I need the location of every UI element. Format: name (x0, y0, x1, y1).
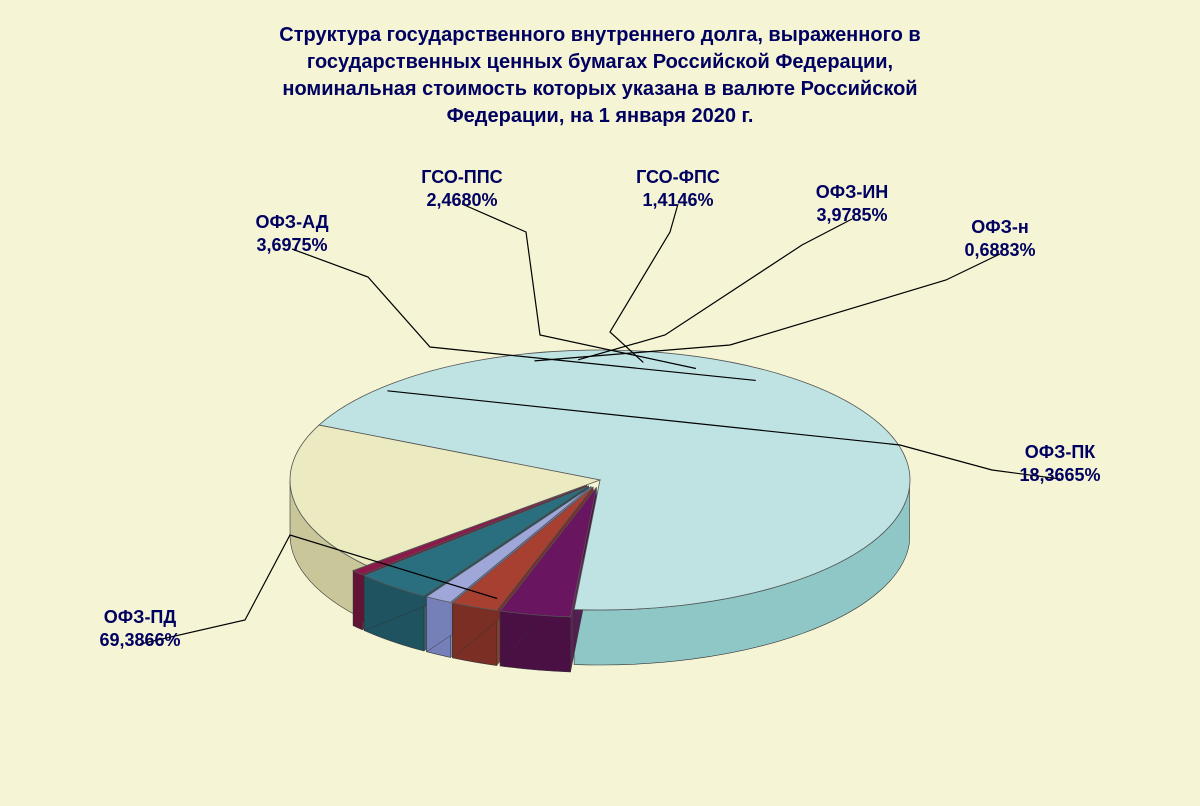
slice-value: 0,6883% (930, 239, 1070, 262)
slice-label: ОФЗ-АД3,6975% (222, 211, 362, 256)
slice-label: ОФЗ-н0,6883% (930, 216, 1070, 261)
slice-label: ОФЗ-ИН3,9785% (782, 181, 922, 226)
slice-value: 69,3866% (70, 629, 210, 652)
slice-label: ОФЗ-ПД69,3866% (70, 606, 210, 651)
slice-name: ОФЗ-ПК (990, 441, 1130, 464)
slice-name: ОФЗ-н (930, 216, 1070, 239)
slice-label: ГСО-ФПС1,4146% (608, 166, 748, 211)
slice-name: ГСО-ППС (392, 166, 532, 189)
pie-chart-3d: Структура государственного внутреннего д… (0, 0, 1200, 806)
slice-name: ОФЗ-ИН (782, 181, 922, 204)
slice-name: ОФЗ-ПД (70, 606, 210, 629)
slice-value: 1,4146% (608, 189, 748, 212)
slice-label: ОФЗ-ПК18,3665% (990, 441, 1130, 486)
slice-value: 3,9785% (782, 204, 922, 227)
slice-value: 18,3665% (990, 464, 1130, 487)
slice-label: ГСО-ППС2,4680% (392, 166, 532, 211)
slice-value: 2,4680% (392, 189, 532, 212)
slice-name: ОФЗ-АД (222, 211, 362, 234)
slice-value: 3,6975% (222, 234, 362, 257)
slice-name: ГСО-ФПС (608, 166, 748, 189)
chart-title: Структура государственного внутреннего д… (0, 22, 1200, 130)
